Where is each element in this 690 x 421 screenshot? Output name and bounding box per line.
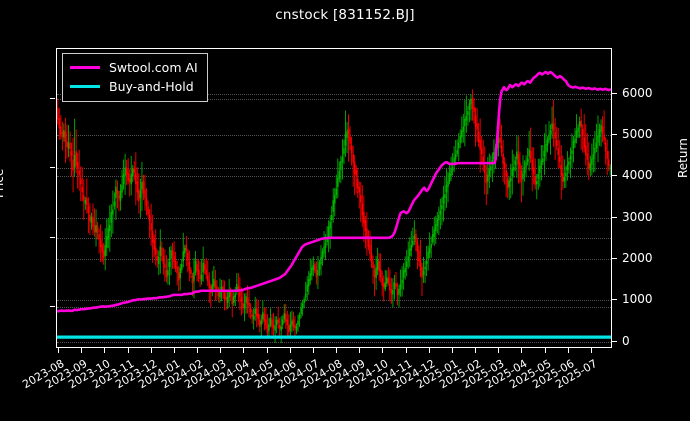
y-axis-right-label: Return [676, 138, 690, 178]
candlestick-series [57, 89, 611, 344]
gridline-horizontal [57, 176, 611, 178]
y-axis-right-tick-label: 3000 [622, 209, 653, 224]
y-axis-left-label: Price [0, 168, 6, 198]
x-axis-tick-mark [220, 348, 222, 353]
gridline-horizontal [57, 300, 611, 302]
gridline-horizontal [57, 307, 611, 309]
x-axis-tick-mark [359, 348, 361, 353]
x-axis-tick-mark [451, 348, 453, 353]
gridline-horizontal [57, 341, 611, 343]
x-axis-tick-mark [405, 348, 407, 353]
x-axis-tick-mark [428, 348, 430, 353]
y-axis-right-tick-mark [612, 133, 617, 135]
y-axis-right-tick-mark [612, 175, 617, 177]
y-axis-right-tick-mark [612, 340, 617, 342]
y-axis-right-tick-label: 5000 [622, 126, 653, 141]
gridline-horizontal [57, 217, 611, 219]
x-axis-tick-mark [567, 348, 569, 353]
x-axis-tick-mark [336, 348, 337, 353]
legend-label-benchmark: Buy-and-Hold [109, 79, 194, 94]
y-axis-right-tick-label: 0 [622, 333, 630, 348]
y-axis-right-tick-mark [612, 92, 617, 94]
legend-swatch-benchmark [70, 85, 100, 88]
data-layer [57, 70, 611, 344]
x-axis-tick-mark [289, 348, 291, 353]
y-axis-right-tick-label: 4000 [622, 168, 653, 183]
gridline-horizontal [57, 168, 611, 170]
y-axis-right-tick-label: 6000 [622, 85, 653, 100]
x-axis-tick-mark [544, 348, 546, 353]
x-axis-tick-mark [312, 348, 314, 353]
legend-item-benchmark: Buy-and-Hold [70, 77, 198, 96]
x-axis-tick-mark [150, 348, 152, 353]
x-axis-tick-mark [81, 348, 83, 353]
y-axis-right-tick-label: 2000 [622, 250, 653, 265]
y-axis-left-tick-mark [50, 98, 55, 99]
x-axis-tick-mark [498, 348, 500, 353]
gridline-horizontal [57, 258, 611, 260]
x-axis-tick-mark [382, 348, 384, 353]
x-axis-tick-mark [243, 348, 245, 353]
x-axis-tick-mark [475, 348, 476, 353]
y-axis-left-tick-mark [50, 167, 55, 169]
y-axis-right-tick-mark [612, 257, 617, 259]
x-axis-tick-mark [127, 348, 129, 353]
legend-label-strategy: Swtool.com AI [109, 60, 198, 75]
x-axis-tick-mark [173, 348, 175, 353]
y-axis-left-tick-mark [50, 236, 55, 238]
legend: Swtool.com AI Buy-and-Hold [62, 53, 208, 102]
x-axis-tick-mark [521, 348, 523, 353]
x-axis-tick-mark [197, 348, 198, 353]
gridline-horizontal [57, 99, 611, 100]
swtool-ai-line [57, 70, 611, 313]
x-axis-tick-mark [590, 348, 592, 353]
gridline-horizontal [57, 134, 611, 136]
y-axis-right-tick-mark [612, 216, 617, 218]
gridline-horizontal [57, 93, 611, 95]
legend-swatch-strategy [70, 66, 100, 69]
y-axis-right-tick-label: 1000 [622, 292, 653, 307]
y-axis-left-tick-mark [50, 306, 55, 308]
legend-item-strategy: Swtool.com AI [70, 58, 198, 77]
x-axis-tick-mark [58, 348, 59, 353]
x-axis-tick-mark [266, 348, 268, 353]
y-axis-right-tick-mark [612, 299, 617, 301]
x-axis-tick-mark [104, 348, 106, 353]
page-title: cnstock [831152.BJ] [275, 7, 415, 23]
